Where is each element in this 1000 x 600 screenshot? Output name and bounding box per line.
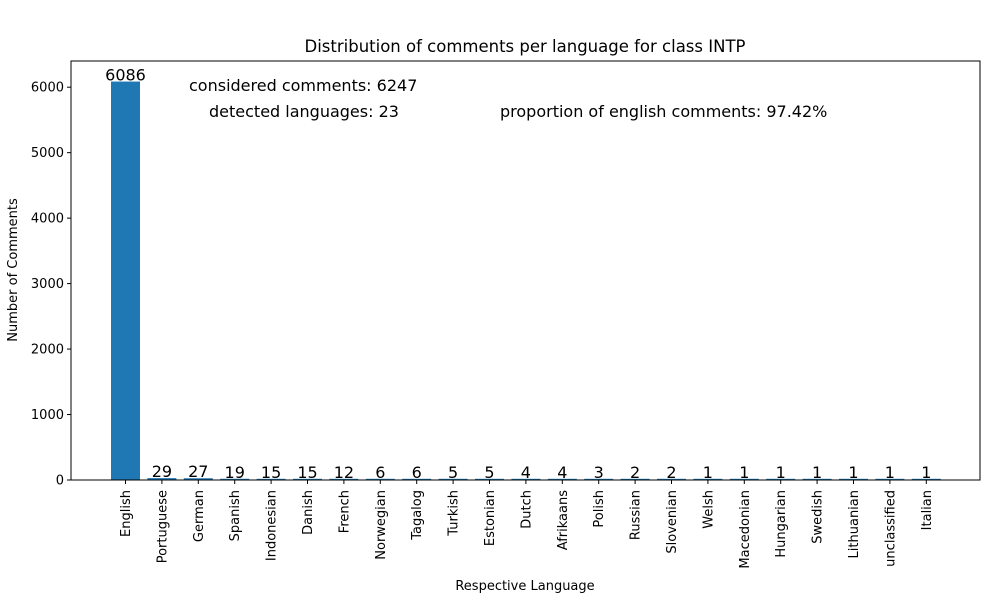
- y-tick-label-1000: 1000: [31, 408, 64, 423]
- annotation-detected-languages: detected languages: 23: [209, 102, 399, 121]
- bar-italian: [911, 478, 941, 480]
- bar-portuguese: [147, 478, 177, 480]
- bar-value-label-french: 12: [334, 463, 354, 482]
- bar-tagalog: [402, 478, 432, 480]
- x-tick-label-dutch: Dutch: [519, 490, 534, 529]
- y-tick-label-0: 0: [56, 474, 64, 489]
- bar-value-label-estonian: 5: [484, 463, 494, 482]
- x-tick-label-swedish: Swedish: [811, 490, 826, 544]
- x-tick-label-slovenian: Slovenian: [665, 490, 680, 554]
- y-tick-label-3000: 3000: [31, 277, 64, 292]
- y-tick-label-5000: 5000: [31, 146, 64, 161]
- x-tick-label-unclassified: unclassified: [883, 490, 898, 567]
- bar-value-label-indonesian: 15: [261, 463, 281, 482]
- bar-value-label-slovenian: 2: [666, 463, 676, 482]
- bar-english: [111, 81, 140, 480]
- bar-value-label-english: 6086: [105, 66, 146, 85]
- x-tick-label-welsh: Welsh: [701, 490, 716, 529]
- bar-value-label-swedish: 1: [812, 463, 822, 482]
- bar-value-label-turkish: 5: [448, 463, 458, 482]
- x-tick-label-portuguese: Portuguese: [155, 490, 170, 563]
- bar-labels-layer: 6086 29 27 19 15 15 12 6 6 5 5 4 4 3 2 2 1 1 1 1 1 1 1: [105, 66, 931, 482]
- plot-frame: [70, 60, 981, 481]
- bar-dutch: [511, 478, 541, 480]
- x-tick-label-italian: Italian: [920, 490, 935, 530]
- x-tick-label-danish: Danish: [301, 490, 316, 535]
- y-tick-label-2000: 2000: [31, 343, 64, 358]
- annotation-english-proportion: proportion of english comments: 97.42%: [500, 102, 827, 121]
- bar-value-label-tagalog: 6: [412, 463, 422, 482]
- bar-norwegian: [365, 478, 395, 480]
- x-axis-ticks: English Portuguese German Spanish Indonesian…: [119, 480, 935, 569]
- bar-unclassified: [875, 478, 905, 480]
- bar-danish: [293, 478, 322, 480]
- bar-afrikaans: [547, 478, 577, 480]
- bar-value-label-norwegian: 6: [375, 463, 385, 482]
- x-axis-label: Respective Language: [455, 579, 594, 594]
- x-tick-label-french: French: [337, 490, 352, 533]
- bar-value-label-russian: 2: [630, 463, 640, 482]
- bar-value-label-italian: 1: [921, 463, 931, 482]
- bar-slovenian: [657, 478, 686, 480]
- bar-value-label-unclassified: 1: [885, 463, 895, 482]
- x-tick-label-german: German: [192, 490, 207, 542]
- bar-value-label-lithuanian: 1: [848, 463, 858, 482]
- bar-hungarian: [766, 478, 796, 480]
- bar-value-label-danish: 15: [297, 463, 317, 482]
- bars-layer: [111, 81, 941, 480]
- x-tick-label-tagalog: Tagalog: [410, 490, 425, 541]
- x-tick-label-norwegian: Norwegian: [374, 490, 389, 560]
- x-tick-label-english: English: [119, 490, 134, 537]
- bar-estonian: [475, 478, 504, 480]
- x-tick-label-indonesian: Indonesian: [265, 490, 280, 561]
- y-tick-label-6000: 6000: [31, 81, 64, 96]
- x-tick-label-macedonian: Macedonian: [738, 490, 753, 569]
- y-tick-label-4000: 4000: [31, 212, 64, 227]
- bar-spanish: [220, 478, 250, 480]
- bar-value-label-afrikaans: 4: [557, 463, 567, 482]
- bar-value-label-macedonian: 1: [739, 463, 749, 482]
- x-tick-label-lithuanian: Lithuanian: [847, 490, 862, 558]
- bar-polish: [584, 478, 614, 480]
- bar-value-label-german: 27: [188, 462, 208, 481]
- bar-swedish: [802, 478, 832, 480]
- x-tick-label-turkish: Turkish: [447, 490, 462, 537]
- chart-title: Distribution of comments per language fo…: [305, 37, 746, 56]
- bar-value-label-hungarian: 1: [776, 463, 786, 482]
- bar-macedonian: [729, 478, 759, 480]
- annotation-considered-comments: considered comments: 6247: [189, 76, 417, 95]
- x-tick-label-hungarian: Hungarian: [774, 490, 789, 558]
- bar-value-label-dutch: 4: [521, 463, 531, 482]
- bar-value-label-welsh: 1: [703, 463, 713, 482]
- y-axis-label: Number of Comments: [6, 198, 21, 342]
- bar-lithuanian: [839, 478, 868, 480]
- bar-french: [329, 478, 359, 480]
- bar-value-label-spanish: 19: [225, 463, 245, 482]
- bar-indonesian: [256, 478, 286, 480]
- x-tick-label-afrikaans: Afrikaans: [556, 490, 571, 550]
- y-axis-ticks: 0 1000 2000 3000 4000 5000 6000: [31, 81, 71, 489]
- bar-russian: [620, 478, 650, 480]
- bar-german: [183, 478, 213, 480]
- x-tick-label-russian: Russian: [629, 490, 644, 540]
- x-tick-label-polish: Polish: [592, 490, 607, 528]
- bar-turkish: [438, 478, 468, 480]
- bar-value-label-portuguese: 29: [152, 462, 172, 481]
- x-tick-label-spanish: Spanish: [228, 490, 243, 541]
- bar-welsh: [693, 478, 723, 480]
- x-tick-label-estonian: Estonian: [483, 490, 498, 546]
- bar-value-label-polish: 3: [594, 463, 604, 482]
